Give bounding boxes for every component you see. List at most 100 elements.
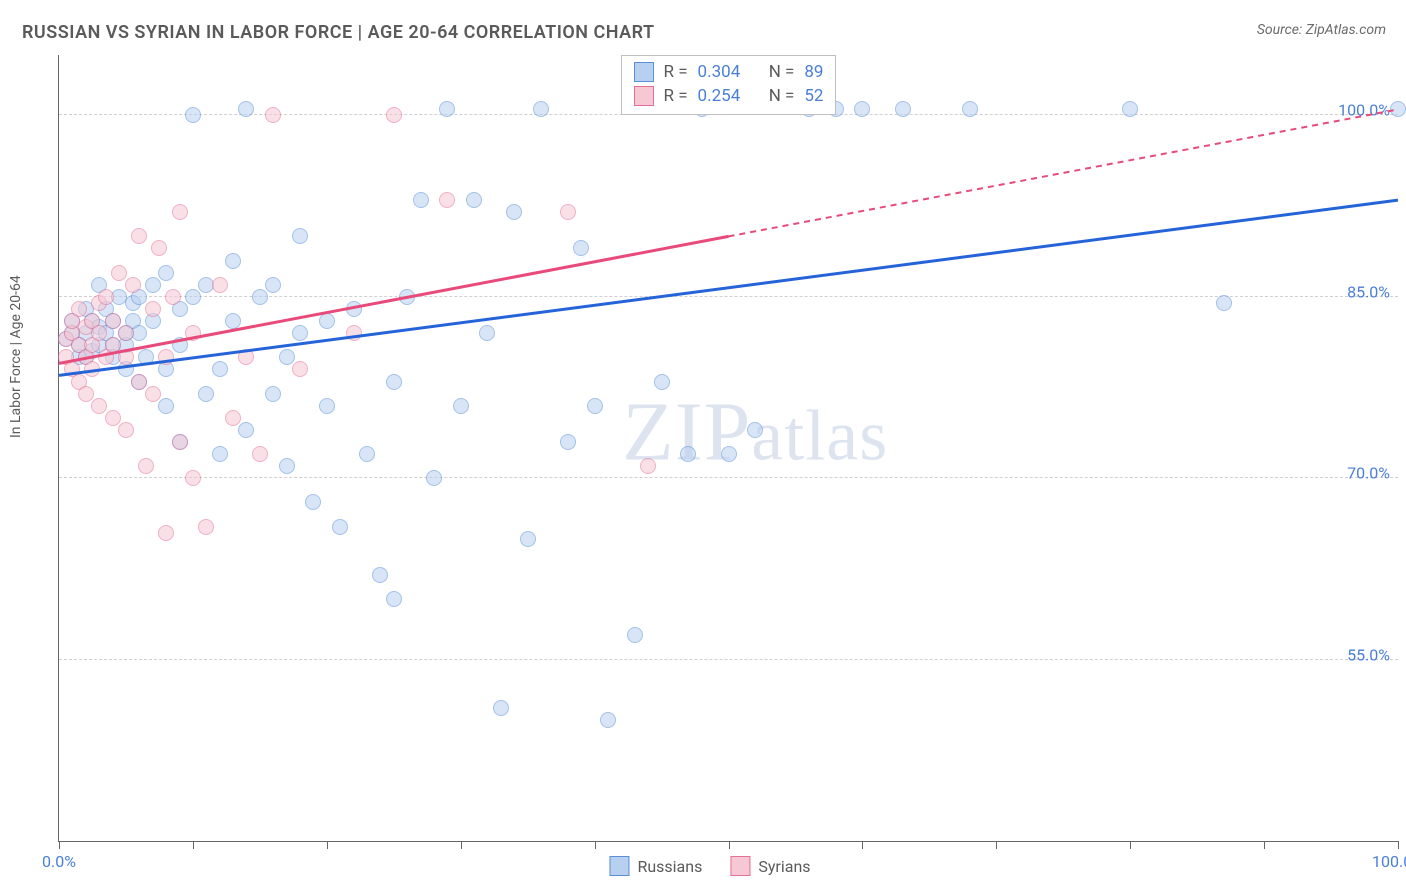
scatter-point [185,470,201,486]
scatter-point [854,101,870,117]
scatter-point [439,101,455,117]
scatter-point [145,277,161,293]
plot-area: ZIPatlas R =0.304 N =89R =0.254 N =52 55… [58,55,1398,842]
scatter-point [185,107,201,123]
legend-item: Syrians [730,856,810,876]
x-tick [327,841,328,849]
scatter-point [439,192,455,208]
legend-text: N = [769,62,795,82]
x-tick [193,841,194,849]
scatter-point [145,301,161,317]
source-label: Source: ZipAtlas.com [1257,22,1386,38]
scatter-point [386,374,402,390]
x-tick-label: 100.0% [1372,852,1406,871]
scatter-point [640,458,656,474]
chart-title: RUSSIAN VS SYRIAN IN LABOR FORCE | AGE 2… [22,22,655,43]
scatter-point [560,204,576,220]
scatter-point [138,349,154,365]
scatter-point [105,410,121,426]
scatter-point [225,313,241,329]
scatter-point [91,398,107,414]
legend-label: Russians [637,857,702,876]
grid-line [59,659,1398,660]
scatter-point [185,289,201,305]
scatter-point [319,313,335,329]
scatter-point [111,265,127,281]
scatter-point [265,277,281,293]
chart-wrapper: In Labor Force | Age 20-64 ZIPatlas R =0… [22,55,1398,884]
scatter-point [198,519,214,535]
scatter-point [131,374,147,390]
x-tick [1130,841,1131,849]
scatter-point [372,567,388,583]
scatter-point [225,253,241,269]
scatter-point [533,101,549,117]
legend-row: R = 0.304 N = 89 [634,60,824,84]
scatter-point [319,398,335,414]
scatter-point [212,277,228,293]
x-tick [996,841,997,849]
x-tick-label: 0.0% [42,852,76,871]
legend-item: Russians [609,856,702,876]
scatter-point [151,240,167,256]
scatter-point [238,422,254,438]
scatter-point [172,434,188,450]
scatter-point [98,289,114,305]
legend-text: R = [664,62,688,82]
scatter-point [627,627,643,643]
scatter-point [265,386,281,402]
scatter-point [225,410,241,426]
scatter-point [265,107,281,123]
y-tick-label: 100.0% [1338,101,1390,120]
scatter-point [721,446,737,462]
scatter-point [212,361,228,377]
legend-value: 89 [804,62,823,82]
scatter-point [654,374,670,390]
scatter-point [359,446,375,462]
scatter-point [105,337,121,353]
legend-value: 0.304 [698,62,741,82]
scatter-point [158,349,174,365]
scatter-point [105,313,121,329]
scatter-point [587,398,603,414]
scatter-point [386,591,402,607]
x-tick [1264,841,1265,849]
y-axis-label: In Labor Force | Age 20-64 [8,275,24,438]
scatter-point [895,101,911,117]
legend-value: 0.254 [698,86,741,106]
scatter-point [238,349,254,365]
scatter-point [145,386,161,402]
legend-text: R = [664,86,688,106]
legend-swatch [609,856,629,876]
grid-line [59,477,1398,478]
scatter-point [71,301,87,317]
scatter-point [84,361,100,377]
scatter-point [118,325,134,341]
scatter-point [466,192,482,208]
scatter-point [138,458,154,474]
scatter-point [560,434,576,450]
scatter-point [305,494,321,510]
scatter-point [520,531,536,547]
scatter-point [118,422,134,438]
scatter-point [453,398,469,414]
scatter-point [346,325,362,341]
scatter-point [158,525,174,541]
scatter-point [506,204,522,220]
scatter-point [118,349,134,365]
series-legend: Russians Syrians [609,856,810,876]
scatter-point [158,398,174,414]
x-tick [461,841,462,849]
scatter-point [479,325,495,341]
scatter-point [198,386,214,402]
scatter-point [1122,101,1138,117]
scatter-point [413,192,429,208]
scatter-point [399,289,415,305]
scatter-point [279,458,295,474]
scatter-point [600,712,616,728]
scatter-point [279,349,295,365]
scatter-point [172,204,188,220]
scatter-point [426,470,442,486]
scatter-point [185,325,201,341]
x-tick [862,841,863,849]
